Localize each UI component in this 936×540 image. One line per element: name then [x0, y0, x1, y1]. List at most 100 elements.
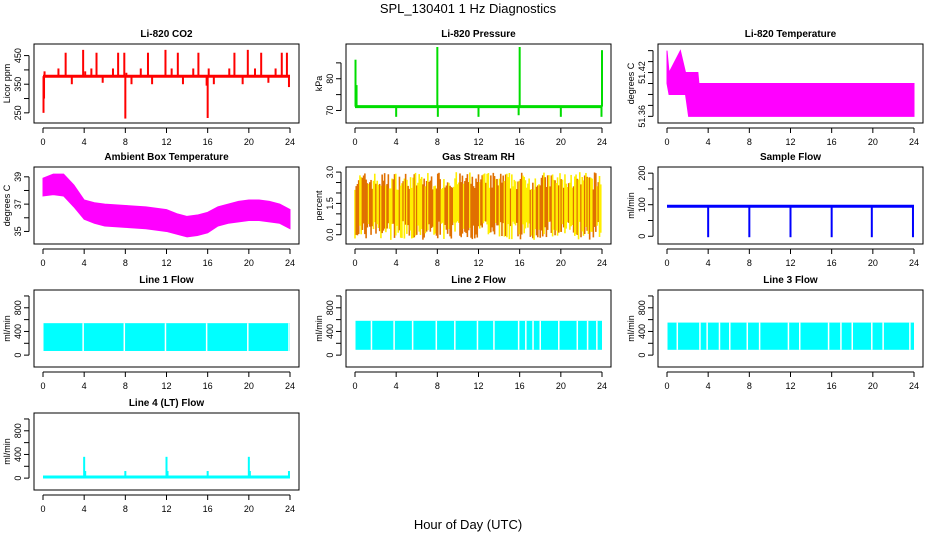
- panel-title: Line 4 (LT) Flow: [129, 398, 205, 409]
- y-tick-label: 3.0: [325, 166, 335, 179]
- x-tick-label: 24: [285, 381, 295, 391]
- panel-title: Line 3 Flow: [763, 275, 818, 286]
- series-pressure: [354, 47, 603, 117]
- y-tick-label: 80: [325, 74, 335, 84]
- x-tick-label: 12: [785, 258, 795, 268]
- flow-area: [355, 320, 602, 350]
- y-tick-label: 800: [13, 423, 23, 438]
- x-tick-label: 8: [123, 381, 128, 391]
- flow-area: [667, 322, 914, 350]
- panel-title: Li-820 CO2: [140, 29, 193, 40]
- panel-title: Line 1 Flow: [139, 275, 194, 286]
- x-tick-label: 8: [123, 258, 128, 268]
- x-tick-label: 16: [515, 258, 525, 268]
- x-tick-label: 4: [82, 504, 87, 514]
- x-tick-label: 0: [352, 137, 357, 147]
- plot-frame: [345, 43, 612, 124]
- x-tick-label: 16: [203, 381, 213, 391]
- panel-title: Sample Flow: [760, 152, 821, 163]
- x-tick-label: 4: [82, 258, 87, 268]
- x-tick-label: 4: [82, 381, 87, 391]
- panel-title: Li-820 Pressure: [441, 29, 516, 40]
- x-tick-label: 0: [664, 137, 669, 147]
- plot-frame: [657, 166, 924, 245]
- x-tick-label: 8: [747, 137, 752, 147]
- panel-line3-flow: Line 3 Flow ml/min 0 4 8 12 16 20 24 0 400 800: [626, 275, 924, 391]
- x-tick-label: 12: [785, 137, 795, 147]
- x-tick-label: 24: [597, 381, 607, 391]
- band-area: [666, 49, 915, 117]
- y-tick-label: 70: [325, 105, 335, 115]
- panel-title: Li-820 Temperature: [745, 29, 837, 40]
- x-tick-label: 0: [664, 381, 669, 391]
- x-tick-label: 4: [706, 137, 711, 147]
- y-tick-label: 0: [325, 353, 335, 358]
- x-tick-label: 16: [827, 381, 837, 391]
- y-axis-label: ml/min: [2, 315, 12, 342]
- plot-frame: [345, 289, 612, 368]
- x-tick-label: 16: [515, 137, 525, 147]
- x-tick-label: 0: [352, 381, 357, 391]
- x-tick-label: 4: [394, 258, 399, 268]
- panel-box-temp: Ambient Box Temperature degrees C 0 4 8 12 16 2…: [2, 152, 300, 268]
- y-axis-label: ml/min: [626, 315, 636, 342]
- panel-licor-temp: Li-820 Temperature degrees C 0 4 8 12 16 20 24 51…: [626, 29, 924, 147]
- y-tick-label: 51.36: [637, 105, 647, 128]
- x-tick-label: 8: [747, 381, 752, 391]
- plot-frame: [657, 43, 924, 124]
- y-tick-label: 400: [637, 324, 647, 339]
- y-axis-label: Licor ppm: [2, 64, 12, 104]
- plot-frame: [345, 166, 612, 245]
- x-tick-label: 20: [244, 504, 254, 514]
- x-tick-label: 8: [435, 137, 440, 147]
- x-tick-label: 24: [597, 137, 607, 147]
- panel-rh: Gas Stream RH percent 0 4 8 12 16 20 24 0.0 1.5 3.0: [314, 152, 612, 268]
- x-axis-title: Hour of Day (UTC): [413, 517, 523, 532]
- y-tick-label: 400: [13, 324, 23, 339]
- plot-frame: [33, 43, 300, 124]
- x-tick-label: 4: [394, 381, 399, 391]
- y-tick-label: 400: [325, 324, 335, 339]
- x-tick-label: 12: [473, 258, 483, 268]
- y-axis-label: ml/min: [314, 315, 324, 342]
- x-tick-label: 24: [285, 504, 295, 514]
- y-tick-label: 0: [13, 353, 23, 358]
- series-co2: [42, 49, 290, 119]
- x-tick-label: 20: [556, 137, 566, 147]
- x-tick-label: 20: [244, 381, 254, 391]
- series-licor-temp: [666, 49, 915, 117]
- y-tick-label: 200: [637, 166, 647, 181]
- x-tick-label: 8: [123, 504, 128, 514]
- x-tick-label: 12: [161, 381, 171, 391]
- x-tick-label: 20: [868, 381, 878, 391]
- y-tick-label: 450: [13, 48, 23, 63]
- y-tick-label: 37: [13, 199, 23, 209]
- y-axis-label: degrees C: [2, 184, 12, 226]
- y-tick-label: 0: [13, 476, 23, 481]
- series-line4-flow: [43, 456, 290, 479]
- y-tick-label: 0: [637, 234, 647, 239]
- x-tick-label: 24: [285, 258, 295, 268]
- x-tick-label: 20: [556, 381, 566, 391]
- y-axis-label: ml/min: [626, 192, 636, 219]
- x-tick-label: 16: [515, 381, 525, 391]
- x-tick-label: 24: [285, 137, 295, 147]
- x-tick-label: 12: [785, 381, 795, 391]
- x-tick-label: 20: [868, 137, 878, 147]
- x-tick-label: 4: [394, 137, 399, 147]
- band-area: [42, 173, 291, 238]
- y-tick-label: 1.5: [325, 197, 335, 210]
- x-tick-label: 20: [244, 258, 254, 268]
- x-tick-label: 20: [244, 137, 254, 147]
- x-tick-label: 24: [909, 258, 919, 268]
- y-tick-label: 35: [13, 226, 23, 236]
- y-tick-label: 100: [637, 197, 647, 212]
- x-tick-label: 16: [203, 137, 213, 147]
- panel-title: Line 2 Flow: [451, 275, 506, 286]
- x-tick-label: 24: [909, 381, 919, 391]
- panel-pressure: Li-820 Pressure kPa 0 4 8 12 16 20 24 70 80: [314, 29, 612, 147]
- y-tick-label: 250: [13, 105, 23, 120]
- flow-area: [43, 323, 290, 351]
- panel-line1-flow: Line 1 Flow ml/min 0 4 8 12 16 20 24 0 400 800: [2, 275, 300, 391]
